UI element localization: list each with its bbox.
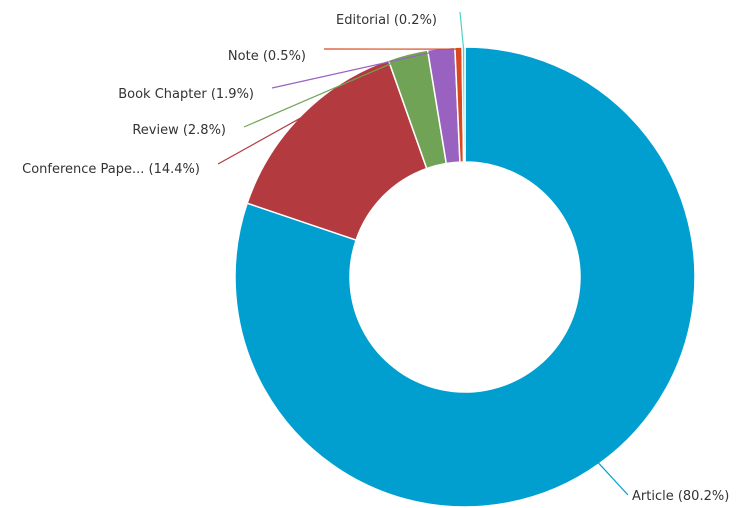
leader-line [243, 55, 409, 128]
leader-line [217, 116, 304, 165]
slice-label: Editorial (0.2%) [336, 13, 437, 28]
donut-slice[interactable] [246, 59, 428, 242]
slice-label: Note (0.5%) [228, 49, 306, 64]
leader-line [597, 461, 629, 496]
slice-labels-layer: Article (80.2%) Conference Pape... (14.4%… [22, 13, 729, 504]
slice-label: Review (2.8%) [132, 123, 226, 138]
slices-layer [234, 46, 696, 508]
leader-line [459, 11, 465, 50]
slice-label: Conference Pape... (14.4%) [22, 162, 200, 177]
leader-line [271, 49, 442, 89]
slice-label: Article (80.2%) [632, 489, 729, 504]
slice-label: Book Chapter (1.9%) [118, 87, 254, 102]
donut-slice[interactable] [234, 46, 696, 508]
leader-lines-layer [217, 11, 629, 496]
